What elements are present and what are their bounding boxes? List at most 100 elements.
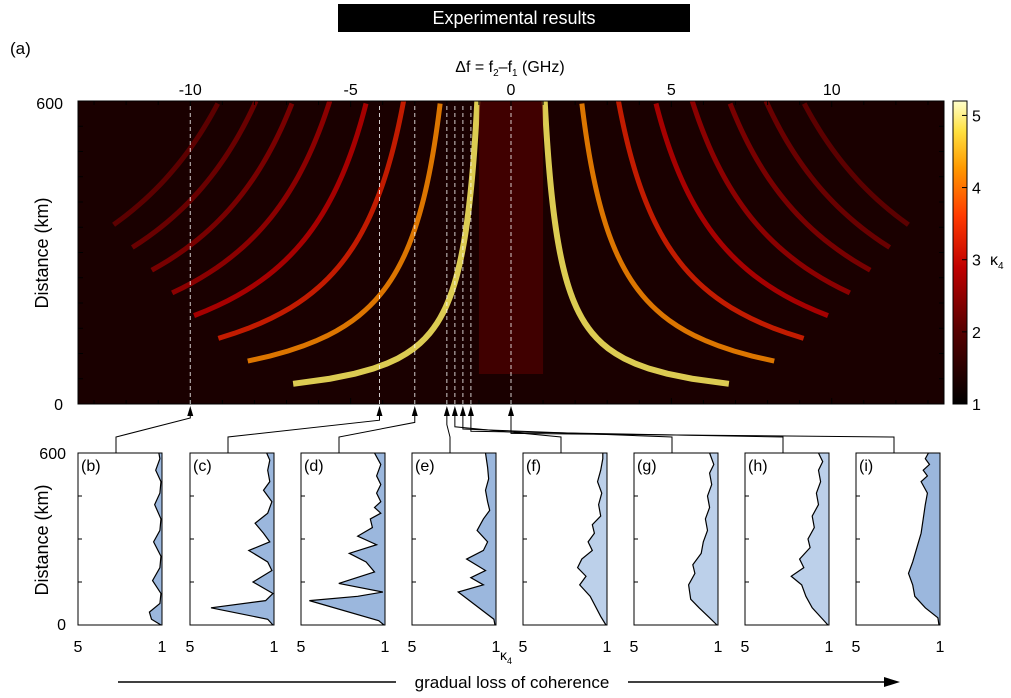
profile-xtick-5: 5 (519, 639, 528, 656)
profile-xtick-5: 5 (852, 639, 861, 656)
marker-arrowhead (459, 406, 466, 416)
colorbar-label: κ4 (990, 252, 1004, 272)
profile-area (577, 453, 607, 625)
colorbar-ticks: 1 2 3 4 5 (962, 108, 981, 414)
heatmap-ytick-0: 0 (54, 397, 63, 414)
profile-area (688, 453, 718, 625)
profile-xtick-1: 1 (603, 639, 612, 656)
profile-line (576, 453, 607, 626)
profiles-xlabel: κ4 (500, 647, 512, 666)
profile-panel: (g) 5 1 (630, 452, 723, 656)
colorbar-tick-label: 3 (972, 253, 981, 270)
profile-label: (d) (304, 458, 324, 475)
heatmap-fringes (112, 101, 910, 387)
profile-area (458, 453, 496, 625)
profile-label: (b) (81, 458, 101, 475)
heatmap-fringe (541, 101, 730, 387)
marker-connector (115, 416, 191, 453)
profile-label: (h) (748, 458, 768, 475)
heatmap-fringe (247, 103, 443, 364)
colorbar-tick-label: 2 (972, 325, 981, 342)
coherence-label: gradual loss of coherence (415, 673, 610, 692)
marker-arrowhead (443, 406, 450, 416)
profile-xtick-5: 5 (297, 639, 306, 656)
profile-xtick-5: 5 (741, 639, 750, 656)
profile-xtick-1: 1 (936, 639, 945, 656)
profiles-ylabel: Distance (km) (32, 484, 52, 595)
figure-title: Experimental results (432, 8, 595, 28)
profile-line (907, 452, 940, 626)
profile-label: (e) (415, 458, 435, 475)
frequency-markers (115, 106, 895, 453)
profile-label: (g) (637, 458, 657, 475)
profile-xtick-1: 1 (825, 639, 834, 656)
profile-area (908, 453, 940, 625)
heatmap-fringe (217, 101, 407, 341)
profile-panel: (e) 5 1 (408, 452, 501, 656)
heatmap-fringe (150, 102, 295, 273)
profile-frame (77, 452, 163, 626)
profile-area (309, 453, 385, 625)
profile-xtick-5: 5 (74, 639, 83, 656)
marker-arrowhead (411, 406, 418, 416)
heatmap-fringe (130, 101, 259, 250)
heatmap-fringe (689, 101, 851, 296)
heatmap-xlabel: Δf = f2–f1 (GHz) (455, 59, 564, 79)
marker-arrowhead (467, 406, 474, 416)
colorbar-tick-label: 5 (972, 108, 981, 125)
heatmap-fringe (801, 102, 910, 227)
profile-frame (189, 452, 275, 626)
profile-panel: (i) 5 1 (852, 452, 945, 656)
profile-line (210, 452, 274, 626)
marker-connector (446, 416, 451, 453)
profile-label: (i) (859, 458, 873, 475)
heatmap-fringe (112, 102, 221, 227)
panel-label-a: (a) (10, 39, 31, 58)
title-box (338, 4, 690, 32)
heatmap-fringe (763, 101, 892, 250)
profile-panels: (b) 5 1 (c) 5 1 (d) 5 1 (e) 5 1 (f) 5 1 (g) 5 1 (h) 5 1 (i) 5 1… (74, 452, 945, 666)
heatmap-center (478, 101, 544, 374)
heatmap-fringe (653, 102, 829, 318)
marker-arrowhead (508, 406, 514, 416)
heatmap-ytick-600: 600 (36, 96, 63, 113)
heatmap-fringe (171, 101, 333, 296)
profile-xtick-1: 1 (158, 639, 167, 656)
profile-line (456, 452, 496, 626)
marker-arrowhead (376, 406, 383, 416)
coherence-arrowhead (884, 677, 900, 687)
profile-xtick-5: 5 (630, 639, 639, 656)
heatmap-fringe (292, 101, 481, 387)
profile-label: (f) (526, 458, 541, 475)
heatmap-xtick-labels: -10 -5 0 5 10 (179, 82, 841, 99)
profile-line (790, 452, 829, 626)
heatmap-xtick-label: -5 (344, 82, 358, 99)
profile-panel: (d) 5 1 (297, 452, 390, 656)
profile-panel: (h) 5 1 (741, 452, 834, 656)
profile-xtick-1: 1 (492, 639, 501, 656)
heatmap-ticks (78, 100, 944, 405)
profile-label: (c) (193, 458, 212, 475)
heatmap-fringe (615, 101, 805, 341)
heatmap-xtick-label: 0 (507, 82, 516, 99)
profile-area (211, 453, 274, 625)
heatmap-xtick-label: -10 (179, 82, 202, 99)
profile-xtick-5: 5 (408, 639, 417, 656)
colorbar-tick-label: 1 (972, 397, 981, 414)
profile-xtick-1: 1 (714, 639, 723, 656)
heatmap-fringe (727, 102, 872, 273)
profile-line (309, 452, 385, 626)
heatmap-fringe (193, 102, 369, 318)
profile-xtick-5: 5 (186, 639, 195, 656)
profile-panel: (b) 5 1 (74, 452, 167, 656)
heatmap-xtick-label: 5 (667, 82, 676, 99)
marker-arrowhead (187, 406, 194, 416)
heatmap-xtick-label: 10 (823, 82, 841, 99)
profiles-ytick-0: 0 (57, 617, 66, 634)
marker-connector (510, 416, 895, 453)
profile-xtick-1: 1 (270, 639, 279, 656)
marker-connector (338, 416, 416, 453)
profiles-ytick-600: 600 (39, 446, 66, 463)
profile-area (791, 453, 829, 625)
